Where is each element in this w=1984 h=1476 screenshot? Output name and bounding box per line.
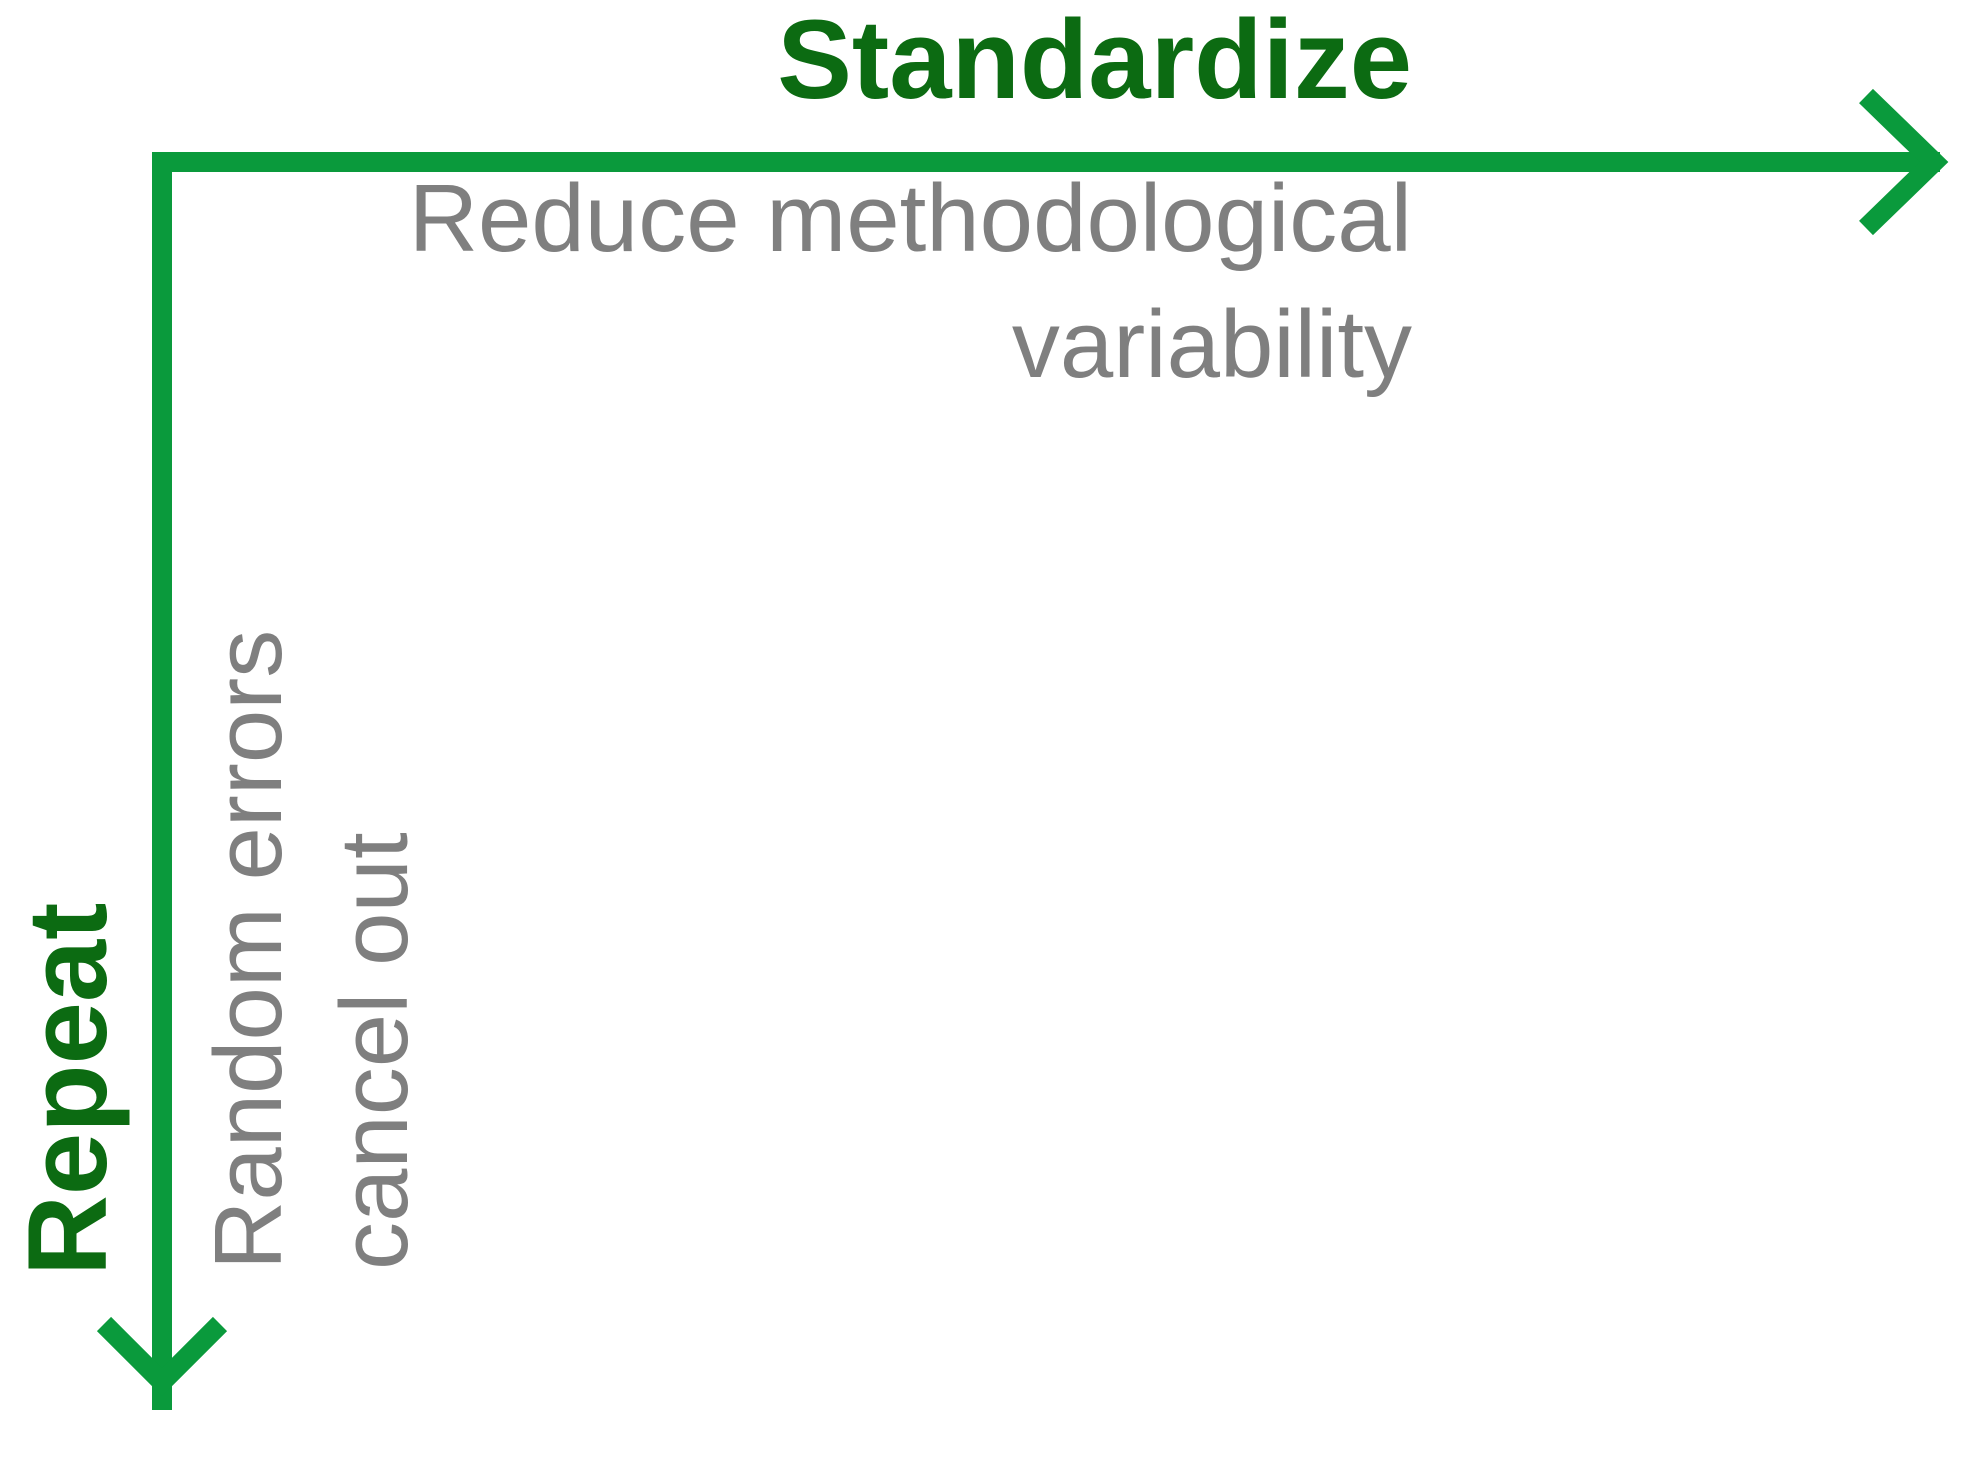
vertical-arrow bbox=[96, 152, 228, 1410]
horizontal-axis-description-line: Reduce methodological bbox=[408, 165, 1412, 272]
vertical-axis-title: Repeat bbox=[5, 902, 130, 1276]
horizontal-axis-description-line: variability bbox=[1011, 291, 1412, 398]
vertical-axis-title-wrapper: Repeat bbox=[5, 902, 130, 1276]
horizontal-axis-title: Standardize bbox=[777, 0, 1412, 122]
vertical-axis-description-line: Random errors bbox=[195, 629, 302, 1270]
vertical-axis-description: Random errors cancel out bbox=[186, 630, 438, 1270]
vertical-axis-description-wrapper: Random errors cancel out bbox=[186, 630, 438, 1270]
horizontal-arrowhead bbox=[1859, 88, 1949, 236]
vertical-arrowhead bbox=[96, 1316, 228, 1397]
horizontal-axis-description: Reduce methodological variability bbox=[409, 156, 1412, 408]
vertical-axis-description-line: cancel out bbox=[321, 832, 428, 1270]
horizontal-arrow bbox=[152, 88, 1949, 236]
